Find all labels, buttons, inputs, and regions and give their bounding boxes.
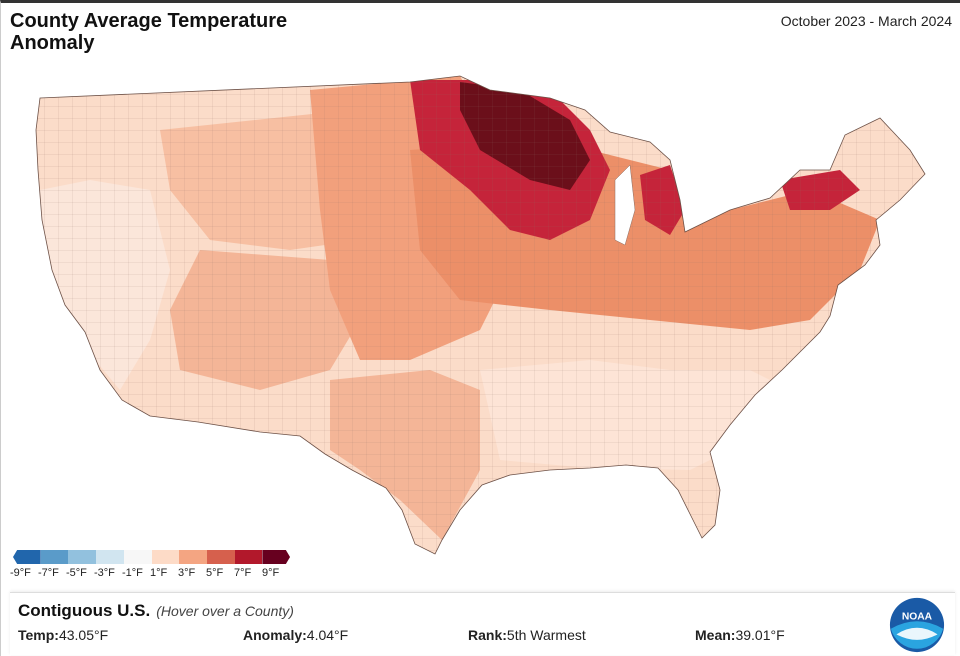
mean-label: Mean: (695, 627, 736, 643)
legend-label: -1°F (122, 567, 143, 579)
legend-swatch (68, 550, 97, 564)
mean-value: 39.01°F (735, 627, 785, 643)
legend-label: 9°F (262, 567, 280, 579)
legend-swatch (151, 550, 180, 564)
hover-hint: (Hover over a County) (156, 603, 294, 619)
temp-value: 43.05°F (58, 627, 109, 643)
anomaly-stat: Anomaly:4.04°F (243, 627, 348, 643)
temp-label: Temp: (18, 627, 59, 643)
rank-stat: Rank:5th Warmest (468, 627, 586, 643)
legend-swatch (123, 550, 152, 564)
anomaly-value: 4.04°F (306, 627, 349, 643)
mean-stat: Mean:39.01°F (695, 627, 785, 643)
legend-label: -9°F (10, 567, 31, 579)
county-borders (36, 76, 925, 554)
legend-label: -5°F (66, 567, 87, 579)
legend-swatch (206, 550, 235, 564)
legend-swatch (262, 550, 291, 564)
rank-label: Rank: (468, 627, 507, 643)
region-label: Contiguous U.S. (18, 601, 151, 620)
info-panel: Contiguous U.S. (Hover over a County) Tem… (10, 592, 955, 655)
legend-swatches (13, 550, 291, 564)
legend-label: 1°F (150, 567, 168, 579)
lake-michigan (614, 164, 636, 246)
region-name: Contiguous U.S. (Hover over a County) (18, 601, 294, 621)
legend-label: 5°F (206, 567, 224, 579)
legend-swatch (96, 550, 124, 564)
legend-label: -7°F (38, 567, 59, 579)
legend-labels: -9°F -7°F -5°F -3°F -1°F 1°F 3°F 5°F 7°F 9°F (10, 567, 290, 579)
noaa-logo-icon[interactable]: NOAA (887, 597, 947, 653)
date-range: October 2023 - March 2024 (780, 13, 952, 29)
legend-swatch (40, 550, 69, 564)
legend-label: -3°F (94, 567, 115, 579)
legend-label: 3°F (178, 567, 196, 579)
legend-swatch (13, 550, 41, 564)
legend-swatch (234, 550, 263, 564)
rank-value: 5th Warmest (506, 627, 586, 643)
color-legend: -9°F -7°F -5°F -3°F -1°F 1°F 3°F 5°F 7°F 9°F (10, 550, 291, 584)
legend-label: 7°F (234, 567, 252, 579)
legend-swatch (179, 550, 207, 564)
temp-stat: Temp:43.05°F (18, 627, 108, 643)
anomaly-label: Anomaly: (243, 627, 307, 643)
noaa-logo-text: NOAA (902, 611, 933, 622)
us-county-map[interactable] (30, 70, 940, 560)
page-title: County Average Temperature Anomaly (10, 10, 288, 54)
